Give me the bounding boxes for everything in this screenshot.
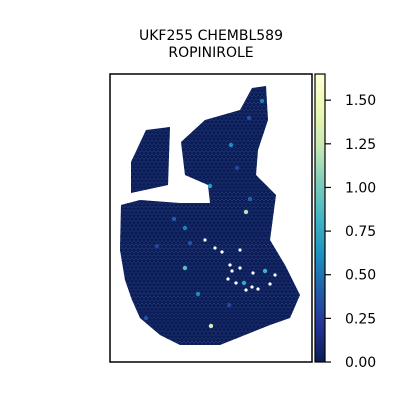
colorbar-tick-label: 0.75 [345, 224, 376, 240]
highlight-spot [244, 210, 248, 214]
highlight-spot [172, 217, 176, 221]
white-dot [234, 281, 237, 284]
highlight-spot [260, 99, 264, 103]
colorbar-tick-label: 1.00 [345, 180, 376, 196]
highlight-spot [242, 281, 246, 285]
highlight-spot [196, 292, 200, 296]
white-dot [244, 288, 247, 291]
highlight-spot [183, 266, 187, 270]
white-dot [238, 266, 241, 269]
colorbar-tick-label: 0.25 [345, 311, 376, 327]
colorbar-tick-label: 1.25 [345, 137, 376, 153]
colorbar [315, 74, 325, 362]
white-dot [250, 285, 253, 288]
chart-title: UKF255 CHEMBL589 ROPINIROLE [139, 28, 283, 61]
colorbar-tick-label: 1.50 [345, 93, 376, 109]
white-dot [228, 263, 231, 266]
white-dot [268, 282, 271, 285]
title-line-1: UKF255 CHEMBL589 [139, 28, 283, 44]
colorbar-tick-label: 0.50 [345, 268, 376, 284]
highlight-spot [188, 241, 192, 245]
white-dot [230, 269, 233, 272]
title-line-2: ROPINIROLE [168, 45, 253, 61]
white-dot [213, 246, 216, 249]
highlight-spot [227, 303, 231, 307]
highlight-spot [208, 184, 212, 188]
highlight-spot [247, 116, 251, 120]
highlight-spot [183, 226, 187, 230]
white-dot [273, 273, 276, 276]
white-dot [226, 277, 229, 280]
highlight-spot [229, 143, 233, 147]
highlight-spot [263, 269, 267, 273]
highlight-spot [235, 166, 239, 170]
highlight-spot [248, 197, 252, 201]
white-dot [256, 287, 259, 290]
white-dot [203, 238, 206, 241]
colorbar-ticks: 0.00 0.25 0.50 0.75 1.00 1.25 1.50 [325, 93, 376, 371]
highlight-spot [144, 316, 148, 320]
highlight-spot [209, 324, 213, 328]
white-dot [251, 271, 254, 274]
white-dot [220, 250, 223, 253]
colorbar-tick-label: 0.00 [345, 355, 376, 371]
white-dot [238, 248, 241, 251]
highlight-spot [155, 244, 159, 248]
